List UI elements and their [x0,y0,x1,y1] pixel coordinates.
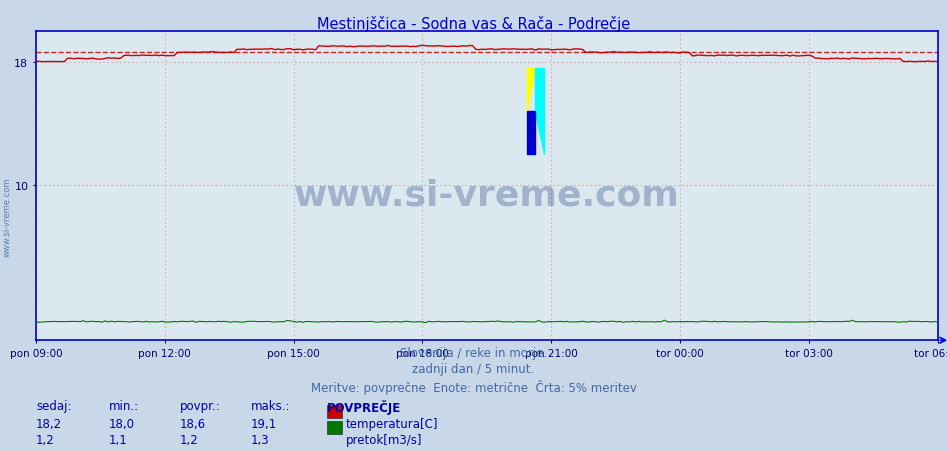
Polygon shape [535,112,544,155]
Text: www.si-vreme.com: www.si-vreme.com [3,177,12,256]
Text: temperatura[C]: temperatura[C] [346,417,438,430]
Text: maks.:: maks.: [251,399,291,412]
Text: Meritve: povprečne  Enote: metrične  Črta: 5% meritev: Meritve: povprečne Enote: metrične Črta:… [311,379,636,394]
Polygon shape [527,69,535,112]
Text: zadnji dan / 5 minut.: zadnji dan / 5 minut. [412,363,535,376]
Text: 1,2: 1,2 [180,433,199,446]
Text: 1,1: 1,1 [109,433,128,446]
Text: povpr.:: povpr.: [180,399,221,412]
Text: 18,0: 18,0 [109,417,134,430]
Text: Mestinjščica - Sodna vas & Rača - Podrečje: Mestinjščica - Sodna vas & Rača - Podreč… [317,16,630,32]
Text: 19,1: 19,1 [251,417,277,430]
Text: min.:: min.: [109,399,139,412]
Text: pretok[m3/s]: pretok[m3/s] [346,433,422,446]
Text: 18,6: 18,6 [180,417,206,430]
Text: POVPREČJE: POVPREČJE [327,399,401,414]
Text: 1,3: 1,3 [251,433,270,446]
Polygon shape [527,112,535,155]
Text: www.si-vreme.com: www.si-vreme.com [294,178,680,212]
Text: Slovenija / reke in morje.: Slovenija / reke in morje. [400,346,547,359]
Text: 1,2: 1,2 [36,433,55,446]
Text: sedaj:: sedaj: [36,399,71,412]
Text: 18,2: 18,2 [36,417,63,430]
Polygon shape [535,69,544,112]
